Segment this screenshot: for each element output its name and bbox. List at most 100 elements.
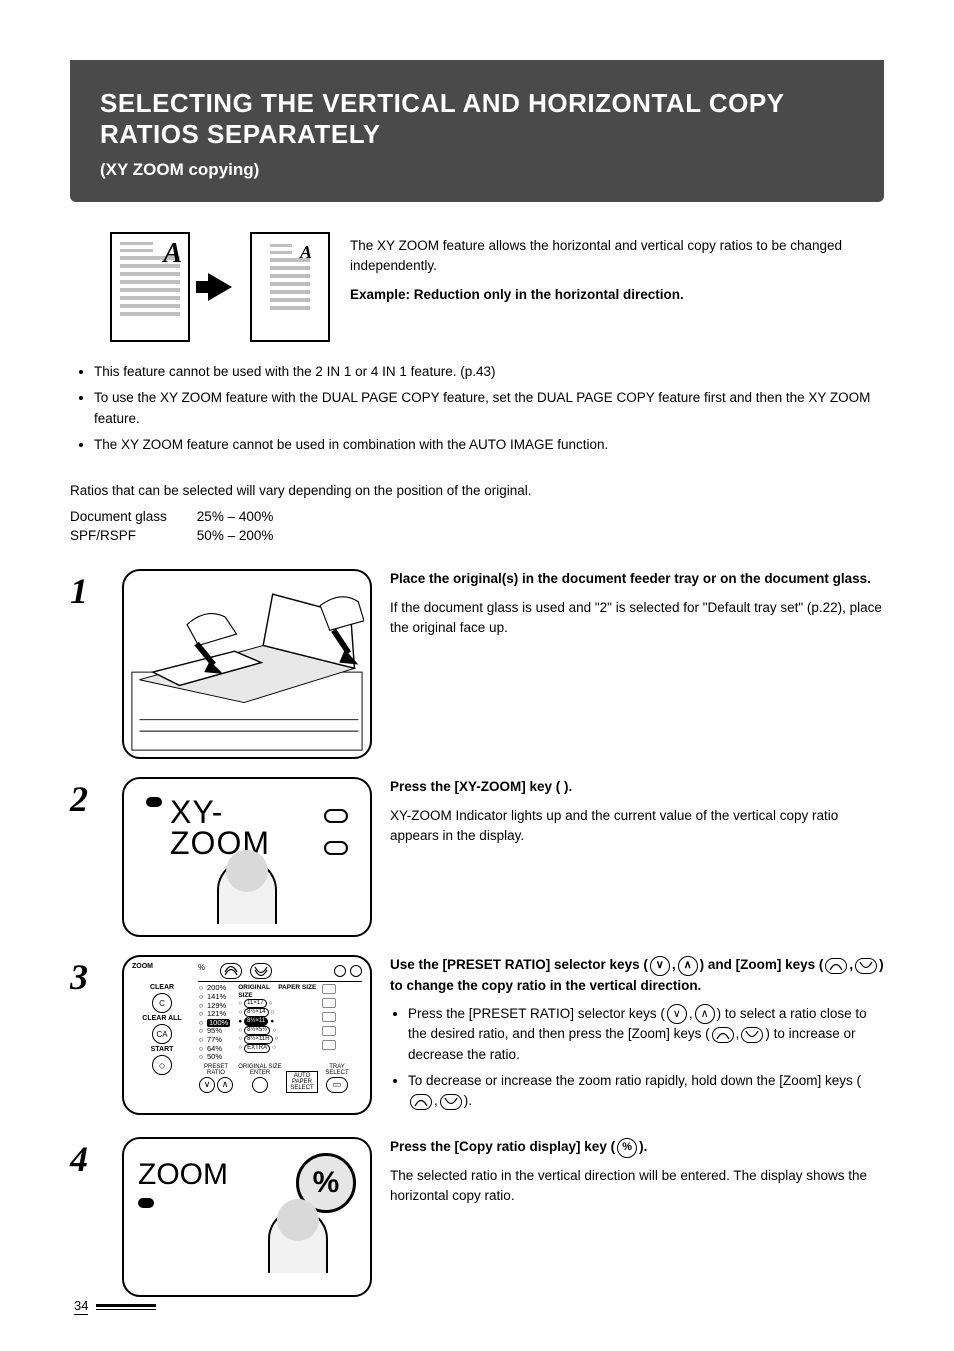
step3-body: Use the [PRESET RATIO] selector keys (∨,… — [390, 955, 884, 1119]
paper-size-header: PAPER SIZE — [278, 984, 316, 999]
step2-heading: Press the [XY-ZOOM] key ( ). — [390, 777, 884, 797]
circle-icon — [334, 965, 346, 977]
circle-icon — [350, 965, 362, 977]
original-size-header: ORIGINAL SIZE — [238, 984, 272, 999]
panel-clear-label: CLEAR — [150, 984, 174, 991]
tray-icon — [322, 998, 336, 1008]
tray-select-key-icon: ▭ — [326, 1077, 348, 1093]
note-item: To use the XY ZOOM feature with the DUAL… — [94, 388, 884, 429]
preset-ratio-label: PRESET RATIO — [198, 1064, 234, 1076]
down-key-icon: ∨ — [650, 956, 670, 976]
step3-bullet: Press the [PRESET RATIO] selector keys (… — [408, 1004, 884, 1065]
section-title: SELECTING THE VERTICAL AND HORIZONTAL CO… — [100, 88, 854, 150]
table-cell: Document glass — [70, 507, 197, 526]
percent-key-icon: % — [617, 1138, 637, 1158]
down-key-icon: ∨ — [667, 1004, 687, 1024]
step4-heading: Press the [Copy ratio display] key (%). — [390, 1137, 884, 1157]
step-3: 3 ZOOM CLEAR C CLEAR ALL CA START ◇ % — [70, 955, 884, 1119]
xy-zoom-label-line1: XY- — [170, 797, 270, 827]
zoom-up-icon — [855, 958, 877, 974]
zoom-up-icon — [741, 1027, 763, 1043]
step1-text: If the document glass is used and "2" is… — [390, 598, 884, 639]
clear-key-icon: C — [152, 993, 172, 1013]
pct-key-icon: % — [198, 963, 214, 979]
table-cell: 50% – 200% — [197, 526, 274, 545]
zoom-down-icon — [410, 1094, 432, 1110]
step1-figure — [122, 569, 372, 759]
step1-heading: Place the original(s) in the document fe… — [390, 569, 884, 589]
ratio-range-intro: Ratios that can be selected will vary de… — [70, 481, 884, 501]
scanner-illustration — [130, 577, 364, 754]
footer-rule — [96, 1304, 156, 1310]
step-number: 4 — [70, 1137, 104, 1177]
table-cell: 25% – 400% — [197, 507, 274, 526]
tray-select-label: TRAY SELECT — [322, 1064, 352, 1076]
original-page-icon: A — [110, 232, 190, 342]
control-panel-illustration: ZOOM CLEAR C CLEAR ALL CA START ◇ % — [124, 957, 370, 1113]
up-key-icon: ∧ — [695, 1004, 715, 1024]
step-2: 2 XY- ZOOM Press the [XY-ZOOM] key ( ). — [70, 777, 884, 937]
intro-row: A A The XY ZOOM feature allows the horiz… — [70, 232, 884, 342]
start-key-icon: ◇ — [152, 1055, 172, 1075]
up-key-icon: ∧ — [678, 956, 698, 976]
step3-bullet: To decrease or increase the zoom ratio r… — [408, 1071, 884, 1112]
finger-press-icon — [217, 860, 277, 924]
enter-key-icon — [252, 1077, 268, 1093]
original-enter-label: ORIGINAL SIZE ENTER — [238, 1064, 282, 1076]
clear-all-key-icon: CA — [152, 1024, 172, 1044]
indicator-lamp-icon — [146, 797, 162, 807]
step2-body: Press the [XY-ZOOM] key ( ). XY-ZOOM Ind… — [390, 777, 884, 854]
ratio-range-table: Document glass 25% – 400% SPF/RSPF 50% –… — [70, 507, 273, 545]
step2-text: XY-ZOOM Indicator lights up and the curr… — [390, 806, 884, 847]
tray-icon — [322, 984, 336, 994]
zoom-up-icon — [250, 963, 272, 979]
paper-size-list: ORIGINAL SIZE PAPER SIZE ○11×17○ ○8½×14○… — [238, 984, 316, 1062]
letter-a-icon: A — [300, 242, 312, 263]
zoom-down-icon — [220, 963, 242, 979]
step4-body: Press the [Copy ratio display] key (%). … — [390, 1137, 884, 1214]
step-4: 4 ZOOM % Press the [Copy ratio display] … — [70, 1137, 884, 1297]
page-footer: 34 — [70, 1298, 884, 1315]
section-title-bar: SELECTING THE VERTICAL AND HORIZONTAL CO… — [70, 60, 884, 202]
step4-figure: ZOOM % — [122, 1137, 372, 1297]
step3-figure: ZOOM CLEAR C CLEAR ALL CA START ◇ % — [122, 955, 372, 1115]
notes-block: This feature cannot be used with the 2 I… — [70, 362, 884, 455]
up-key-icon: ∧ — [217, 1077, 233, 1093]
zoom-up-icon — [440, 1094, 462, 1110]
page-number: 34 — [74, 1298, 88, 1315]
panel-clearall-label: CLEAR ALL — [142, 1015, 181, 1022]
zoom-label: ZOOM — [138, 1158, 228, 1192]
note-item: This feature cannot be used with the 2 I… — [94, 362, 884, 382]
zoom-down-icon — [825, 958, 847, 974]
tray-icon — [322, 1012, 336, 1022]
preset-ratio-list: ○200% ○141% ○129% ○121% ○100% ○95% ○77% … — [198, 984, 230, 1062]
table-cell: SPF/RSPF — [70, 526, 197, 545]
step4-text: The selected ratio in the vertical direc… — [390, 1166, 884, 1207]
letter-a-icon: A — [163, 238, 182, 270]
down-key-icon: ∨ — [199, 1077, 215, 1093]
button-outline-icon — [324, 841, 348, 855]
example-label: Example: Reduction only in the horizonta… — [350, 285, 884, 305]
step-number: 3 — [70, 955, 104, 995]
xy-zoom-concept-diagram: A A — [110, 232, 330, 342]
arrow-right-icon — [208, 273, 232, 301]
button-outline-icon — [324, 809, 348, 823]
intro-paragraph: The XY ZOOM feature allows the horizonta… — [350, 236, 884, 277]
auto-paper-select-key: AUTO PAPER SELECT — [286, 1071, 318, 1093]
panel-zoom-label: ZOOM — [132, 963, 153, 970]
tray-icon — [322, 1040, 336, 1050]
zoom-down-icon — [712, 1027, 734, 1043]
finger-press-icon — [268, 1209, 328, 1273]
intro-text: The XY ZOOM feature allows the horizonta… — [350, 232, 884, 305]
tray-icon — [322, 1026, 336, 1036]
step2-figure: XY- ZOOM — [122, 777, 372, 937]
step3-heading: Use the [PRESET RATIO] selector keys (∨,… — [390, 955, 884, 996]
section-subtitle: (XY ZOOM copying) — [100, 160, 854, 180]
step-1: 1 Place the original(s) in the document … — [70, 569, 884, 759]
step1-body: Place the original(s) in the document fe… — [390, 569, 884, 646]
reduced-page-icon: A — [250, 232, 330, 342]
indicator-lamp-icon — [138, 1198, 154, 1208]
panel-start-label: START — [151, 1046, 174, 1053]
step-number: 2 — [70, 777, 104, 817]
step-number: 1 — [70, 569, 104, 609]
